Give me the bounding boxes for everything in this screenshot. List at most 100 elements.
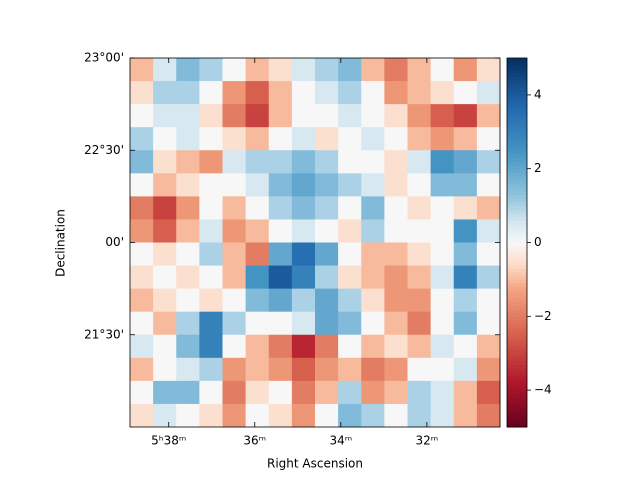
heatmap-cell — [291, 173, 316, 197]
heatmap-cell — [476, 357, 501, 382]
colorbar-swatch — [507, 128, 527, 133]
heatmap-cell — [268, 288, 293, 313]
heatmap-cell — [176, 265, 200, 290]
colorbar-swatch — [507, 360, 527, 365]
colorbar-swatch — [507, 327, 527, 332]
heatmap-cell — [245, 81, 270, 105]
colorbar-swatch — [507, 105, 527, 111]
heatmap-cell — [430, 104, 455, 128]
heatmap-cell — [407, 380, 432, 405]
colorbar-tick-label: −2 — [534, 309, 552, 323]
heatmap-cell — [361, 357, 385, 382]
heatmap-cell — [245, 219, 270, 243]
heatmap-cell — [430, 357, 455, 382]
colorbar-swatch — [507, 117, 527, 122]
colorbar-swatch — [507, 224, 527, 229]
heatmap-cell — [338, 380, 362, 405]
heatmap-cell — [268, 242, 293, 267]
heatmap-cell — [430, 127, 455, 151]
heatmap-cell — [176, 311, 200, 336]
colorbar-swatch — [507, 393, 527, 398]
heatmap-cell — [222, 173, 247, 197]
x-tick-label: 34ᵐ — [329, 434, 352, 448]
heatmap-cell — [315, 196, 339, 220]
heatmap-cell — [176, 403, 200, 428]
colorbar-swatch — [507, 231, 527, 236]
colorbar-swatch — [507, 153, 527, 159]
heatmap-cell — [361, 403, 385, 428]
heatmap-cell — [361, 104, 385, 128]
heatmap-cell — [199, 265, 223, 290]
heatmap-cell — [384, 104, 408, 128]
heatmap-cell — [407, 288, 432, 313]
heatmap-cell — [453, 196, 478, 220]
heatmap-cell — [361, 127, 385, 151]
colorbar-swatch — [507, 102, 527, 107]
heatmap-cell — [268, 81, 293, 105]
colorbar-swatch — [507, 316, 527, 321]
heatmap-cell — [222, 150, 247, 174]
heatmap-cell — [222, 311, 247, 336]
heatmap-cell — [430, 58, 455, 82]
colorbar-swatch — [507, 131, 527, 136]
colorbar-swatch — [507, 83, 527, 89]
colorbar-swatch — [507, 146, 527, 151]
heatmap-cell — [245, 196, 270, 220]
colorbar-swatch — [507, 275, 527, 280]
heatmap-cell — [199, 127, 223, 151]
heatmap-cell — [430, 173, 455, 197]
heatmap-cell — [153, 127, 177, 151]
colorbar-swatch — [507, 216, 527, 221]
heatmap-cell — [407, 196, 432, 220]
colorbar-swatch — [507, 367, 527, 373]
colorbar-swatch — [507, 294, 527, 299]
colorbar-swatch — [507, 220, 527, 225]
colorbar-swatch — [507, 268, 527, 273]
colorbar-swatch — [507, 165, 527, 170]
heatmap-cell — [338, 219, 362, 243]
heatmap-cell — [430, 219, 455, 243]
heatmap-cell — [245, 173, 270, 197]
heatmap-cell — [407, 219, 432, 243]
colorbar-swatch — [507, 94, 527, 100]
heatmap-cell — [199, 288, 223, 313]
heatmap-cell — [361, 219, 385, 243]
colorbar-swatch — [507, 212, 527, 218]
heatmap-cell — [430, 380, 455, 405]
colorbar-swatch — [507, 401, 527, 406]
heatmap-cell — [268, 334, 293, 359]
heatmap-cell — [338, 311, 362, 336]
heatmap-cell — [130, 127, 154, 151]
heatmap-cell — [130, 242, 154, 267]
heatmap-cell — [338, 150, 362, 174]
heatmap-cell — [245, 288, 270, 313]
colorbar-swatch — [507, 338, 527, 343]
heatmap-cell — [361, 242, 385, 267]
colorbar-swatch — [507, 390, 527, 395]
heatmap-cell — [268, 196, 293, 220]
heatmap-cell — [153, 150, 177, 174]
heatmap-cell — [153, 81, 177, 105]
heatmap-cell — [338, 265, 362, 290]
heatmap-cell — [153, 173, 177, 197]
colorbar-swatch — [507, 279, 527, 284]
heatmap-cell — [130, 81, 154, 105]
heatmap-cell — [453, 81, 478, 105]
heatmap-cell — [153, 357, 177, 382]
heatmap-cell — [130, 334, 154, 359]
y-tick-label: 21°30' — [84, 327, 124, 341]
colorbar-swatch — [507, 168, 527, 173]
heatmap-cell — [176, 242, 200, 267]
heatmap-cell — [315, 173, 339, 197]
heatmap-cell — [130, 403, 154, 428]
heatmap-cell — [453, 58, 478, 82]
heatmap-cell — [268, 380, 293, 405]
heatmap-cell — [199, 242, 223, 267]
colorbar-swatch — [507, 205, 527, 210]
heatmap-cell — [453, 104, 478, 128]
heatmap-cell — [430, 196, 455, 220]
colorbar-swatch — [507, 161, 527, 166]
heatmap-cell — [384, 288, 408, 313]
x-axis-label: Right Ascension — [267, 457, 363, 471]
